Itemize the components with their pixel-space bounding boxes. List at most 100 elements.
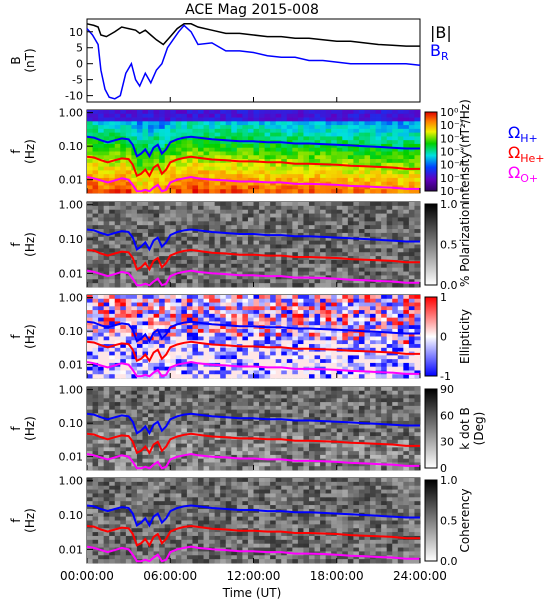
heatmap-cell bbox=[209, 155, 216, 160]
heatmap-cell bbox=[209, 213, 216, 218]
heatmap-cell bbox=[198, 202, 204, 207]
heatmap-cell bbox=[170, 225, 177, 230]
heatmap-cell bbox=[87, 302, 93, 307]
heatmap-cell bbox=[375, 209, 382, 214]
heatmap-cell bbox=[331, 159, 338, 164]
heatmap-cell bbox=[136, 271, 143, 276]
heatmap-cell bbox=[120, 405, 127, 411]
heatmap-cell bbox=[297, 271, 304, 276]
heatmap-cell bbox=[259, 143, 265, 149]
heatmap-cell bbox=[181, 439, 188, 444]
heatmap-cell bbox=[292, 221, 299, 226]
heatmap-cell bbox=[181, 355, 188, 360]
heatmap-cell bbox=[236, 405, 243, 411]
heatmap-cell bbox=[87, 259, 93, 265]
heatmap-cell bbox=[170, 113, 177, 118]
heatmap-cell bbox=[220, 283, 227, 288]
heatmap-cell bbox=[414, 143, 421, 149]
heatmap-cell bbox=[220, 355, 227, 360]
heatmap-cell bbox=[286, 443, 293, 448]
heatmap-cell bbox=[242, 336, 249, 341]
heatmap-cell bbox=[347, 132, 354, 137]
heatmap-cell bbox=[375, 267, 382, 272]
heatmap-cell bbox=[136, 462, 143, 467]
heatmap-cell bbox=[125, 390, 132, 395]
heatmap-cell bbox=[109, 113, 116, 118]
heatmap-cell bbox=[131, 125, 138, 130]
heatmap-cell bbox=[181, 162, 188, 167]
heatmap-cell bbox=[159, 279, 166, 284]
heatmap-cell bbox=[170, 256, 177, 261]
heatmap-cell bbox=[320, 232, 327, 238]
heatmap-cell bbox=[114, 147, 121, 152]
heatmap-cell bbox=[397, 336, 404, 341]
heatmap-cell bbox=[336, 443, 343, 448]
heatmap-cell bbox=[170, 321, 177, 326]
heatmap-cell bbox=[397, 359, 404, 364]
heatmap-cell bbox=[236, 136, 243, 141]
heatmap-cell bbox=[170, 432, 177, 437]
heatmap-cell bbox=[103, 298, 110, 303]
heatmap-cell bbox=[92, 366, 99, 371]
heatmap-cell bbox=[148, 402, 154, 407]
heatmap-cell bbox=[131, 248, 138, 253]
heatmap-cell bbox=[92, 151, 99, 156]
heatmap-cell bbox=[309, 125, 315, 130]
heatmap-cell bbox=[231, 394, 238, 399]
heatmap-cell bbox=[381, 263, 388, 269]
heatmap-cell bbox=[386, 113, 393, 118]
heatmap-cell bbox=[87, 121, 93, 126]
heatmap-cell bbox=[320, 344, 327, 349]
heatmap-cell bbox=[347, 151, 354, 156]
heatmap-cell bbox=[175, 143, 182, 149]
heatmap-cell bbox=[270, 317, 277, 322]
heatmap-cell bbox=[320, 155, 327, 160]
heatmap-cell bbox=[292, 213, 299, 218]
heatmap-cell bbox=[342, 213, 349, 218]
heatmap-cell bbox=[175, 390, 182, 395]
heatmap-cell bbox=[309, 390, 315, 395]
heatmap-cell bbox=[281, 125, 288, 130]
heatmap-cell bbox=[247, 298, 254, 303]
heatmap-cell bbox=[342, 340, 349, 345]
heatmap-cell bbox=[358, 374, 365, 379]
heatmap-cell bbox=[370, 321, 376, 326]
heatmap-cell bbox=[209, 159, 216, 164]
heatmap-cell bbox=[275, 225, 282, 230]
heatmap-cell bbox=[98, 298, 105, 303]
heatmap-cell bbox=[142, 417, 149, 422]
heatmap-cell bbox=[114, 405, 121, 411]
heatmap-cell bbox=[236, 125, 243, 130]
heatmap-cell bbox=[325, 263, 332, 269]
heatmap-cell bbox=[397, 313, 404, 319]
heatmap-cell bbox=[170, 283, 177, 288]
heatmap-cell bbox=[386, 310, 393, 315]
heatmap-cell bbox=[120, 325, 127, 330]
heatmap-cell bbox=[120, 213, 127, 218]
heatmap-cell bbox=[325, 462, 332, 467]
heatmap-cell bbox=[142, 225, 149, 230]
heatmap-cell bbox=[403, 174, 410, 179]
heatmap-cell bbox=[275, 436, 282, 441]
heatmap-cell bbox=[253, 189, 260, 194]
heatmap-cell bbox=[98, 110, 105, 115]
heatmap-cell bbox=[347, 336, 354, 341]
heatmap-cell bbox=[120, 447, 127, 452]
heatmap-cell bbox=[236, 177, 243, 183]
heatmap-cell bbox=[170, 174, 177, 179]
heatmap-cell bbox=[275, 151, 282, 156]
heatmap-cell bbox=[186, 387, 193, 392]
heatmap-cell bbox=[153, 398, 160, 403]
heatmap-cell bbox=[181, 347, 188, 352]
heatmap-cell bbox=[120, 317, 127, 322]
heatmap-cell bbox=[303, 185, 310, 190]
heatmap-cell bbox=[320, 189, 327, 194]
heatmap-cell bbox=[309, 420, 315, 426]
heatmap-cell bbox=[342, 279, 349, 284]
heatmap-cell bbox=[114, 462, 121, 467]
heatmap-cell bbox=[364, 113, 371, 118]
heatmap-cell bbox=[109, 428, 116, 433]
heatmap-cell bbox=[320, 355, 327, 360]
heatmap-cell bbox=[164, 366, 171, 371]
heatmap-cell bbox=[92, 302, 99, 307]
